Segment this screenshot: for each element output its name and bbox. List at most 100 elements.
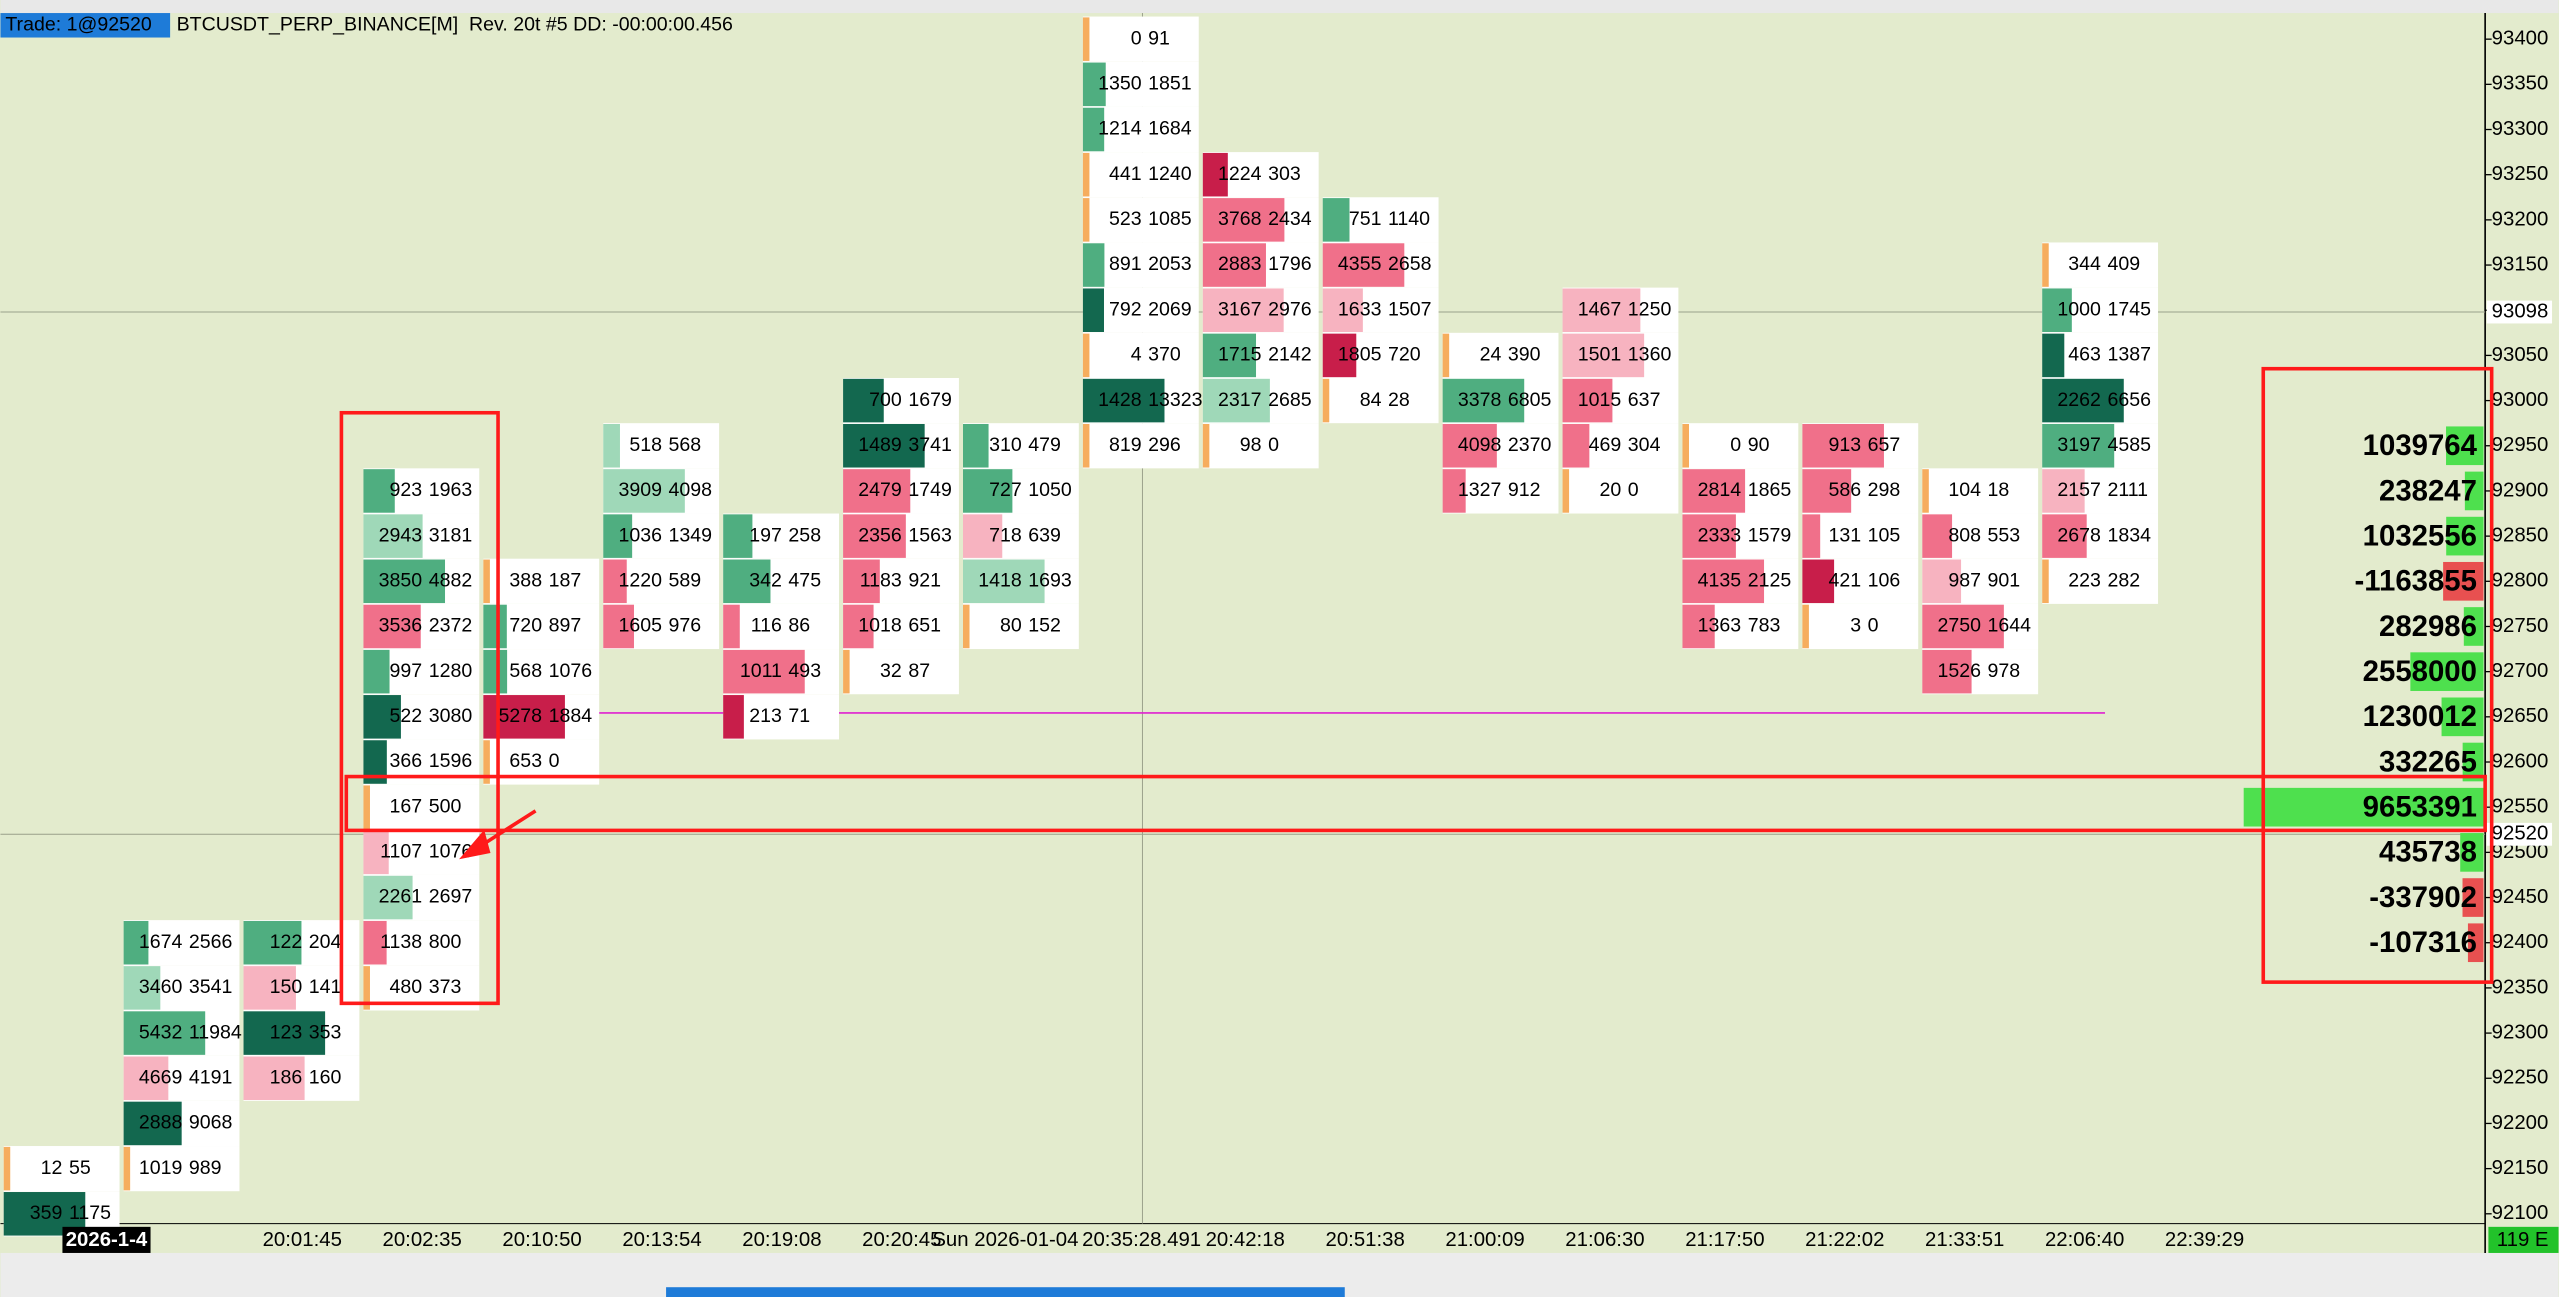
cell-bg bbox=[1802, 603, 1919, 650]
volume-bar bbox=[483, 649, 508, 694]
annotation-box bbox=[2261, 366, 2494, 984]
volume-bar bbox=[1562, 423, 1590, 468]
volume-bar bbox=[1082, 288, 1104, 332]
bid-volume: 3536 bbox=[379, 615, 423, 637]
bid-volume: 718 bbox=[989, 524, 1022, 546]
price-label: 92900 bbox=[2492, 479, 2549, 501]
bid-volume: 720 bbox=[509, 615, 542, 637]
bid-volume: 1183 bbox=[860, 569, 902, 591]
bid-volume: 122 bbox=[270, 931, 303, 953]
time-label: 21:33:51 bbox=[1925, 1229, 2004, 1251]
bid-volume: 3167 bbox=[1218, 298, 1262, 320]
volume-bar bbox=[1802, 514, 1821, 558]
price-label: 92600 bbox=[2492, 750, 2549, 772]
ask-volume: 800 bbox=[429, 931, 462, 953]
volume-bar bbox=[1922, 559, 1962, 604]
bid-volume: 1467 bbox=[1578, 298, 1622, 320]
ask-volume: 1693 bbox=[1028, 569, 1072, 591]
ask-volume: 204 bbox=[309, 931, 342, 953]
bid-volume: 344 bbox=[2068, 253, 2101, 275]
ask-volume: 589 bbox=[669, 569, 702, 591]
cell-bg bbox=[2042, 242, 2159, 288]
price-label: 92750 bbox=[2492, 615, 2549, 637]
volume-bar bbox=[483, 559, 490, 604]
ask-volume: 1884 bbox=[549, 705, 593, 727]
bid-volume: 808 bbox=[1948, 524, 1981, 546]
volume-bar bbox=[2042, 378, 2124, 423]
bid-volume: 1428 bbox=[1098, 389, 1142, 411]
ask-volume: 783 bbox=[1748, 615, 1781, 637]
cell-bg bbox=[483, 558, 600, 604]
bid-volume: 1715 bbox=[1218, 344, 1262, 366]
time-label: 20:35:28.491 bbox=[1082, 1229, 1201, 1251]
cell-bg bbox=[363, 784, 480, 830]
scrollbar[interactable] bbox=[666, 1287, 1345, 1297]
volume-bar bbox=[1802, 469, 1852, 513]
ask-volume: 479 bbox=[1028, 434, 1061, 456]
time-label: 22:39:29 bbox=[2165, 1229, 2244, 1251]
bid-volume: 2943 bbox=[379, 524, 423, 546]
profile-bar bbox=[2463, 607, 2484, 646]
volume-bar bbox=[1082, 152, 1090, 197]
cell-bg bbox=[2042, 558, 2159, 604]
ask-volume: 0 bbox=[1268, 434, 1279, 456]
profile-bar bbox=[2460, 833, 2484, 872]
ask-volume: 0 bbox=[1868, 615, 1879, 637]
bid-volume: 213 bbox=[749, 705, 782, 727]
cell-bg bbox=[1082, 423, 1199, 469]
volume-bar bbox=[1202, 378, 1270, 423]
price-label: 92550 bbox=[2492, 796, 2549, 818]
volume-bar bbox=[962, 514, 1003, 558]
ask-volume: 105 bbox=[1868, 524, 1901, 546]
price-label: 92450 bbox=[2492, 886, 2549, 908]
profile-value: -337902 bbox=[2369, 881, 2477, 914]
ask-volume: 90 bbox=[1748, 434, 1770, 456]
bid-volume: 12 bbox=[41, 1157, 63, 1179]
ask-volume: 304 bbox=[1628, 434, 1661, 456]
bid-volume: 98 bbox=[1240, 434, 1262, 456]
bid-volume: 24 bbox=[1480, 344, 1502, 366]
bid-volume: 523 bbox=[1109, 208, 1142, 230]
bid-volume: 1489 bbox=[858, 434, 902, 456]
ask-volume: 1749 bbox=[908, 479, 952, 501]
volume-bar bbox=[1082, 62, 1106, 107]
bid-volume: 1633 bbox=[1338, 298, 1382, 320]
ask-volume: 1684 bbox=[1148, 118, 1192, 140]
volume-bar bbox=[1922, 514, 1953, 558]
price-label: 93400 bbox=[2492, 28, 2549, 50]
ask-volume: 1796 bbox=[1268, 253, 1312, 275]
profile-value: -107316 bbox=[2369, 926, 2477, 959]
bid-volume: 819 bbox=[1109, 434, 1142, 456]
volume-bar bbox=[363, 649, 390, 694]
ask-volume: 0 bbox=[1628, 479, 1639, 501]
ask-volume: 500 bbox=[429, 795, 462, 817]
cell-bg bbox=[962, 603, 1079, 650]
price-label: 92700 bbox=[2492, 660, 2549, 682]
ask-volume: 2697 bbox=[429, 886, 473, 908]
ask-volume: 2125 bbox=[1748, 569, 1792, 591]
time-label: 20:13:54 bbox=[622, 1229, 701, 1251]
volume-bar bbox=[1202, 333, 1257, 378]
ask-volume: 553 bbox=[1988, 524, 2021, 546]
cell-bg bbox=[1082, 16, 1199, 62]
bid-volume: 997 bbox=[390, 660, 423, 682]
ask-volume: 2434 bbox=[1268, 208, 1312, 230]
bid-volume: 2888 bbox=[139, 1112, 183, 1134]
bid-volume: 342 bbox=[749, 569, 782, 591]
ask-volume: 160 bbox=[309, 1066, 342, 1088]
cell-bg bbox=[123, 1146, 240, 1192]
ask-volume: 2142 bbox=[1268, 344, 1312, 366]
ask-volume: 1679 bbox=[908, 389, 952, 411]
time-label: 20:01:45 bbox=[263, 1229, 342, 1251]
time-label: 20:02:35 bbox=[383, 1229, 462, 1251]
cell-bg bbox=[603, 423, 720, 469]
ask-volume: 1387 bbox=[2107, 344, 2151, 366]
volume-bar bbox=[843, 604, 874, 649]
volume-bar bbox=[1442, 469, 1466, 513]
profile-value: 9653391 bbox=[2363, 791, 2477, 824]
bid-volume: 5278 bbox=[499, 705, 543, 727]
ask-volume: 303 bbox=[1268, 163, 1301, 185]
bid-volume: 1011 bbox=[740, 660, 782, 682]
bid-volume: 1805 bbox=[1338, 344, 1382, 366]
volume-bar bbox=[603, 514, 633, 558]
